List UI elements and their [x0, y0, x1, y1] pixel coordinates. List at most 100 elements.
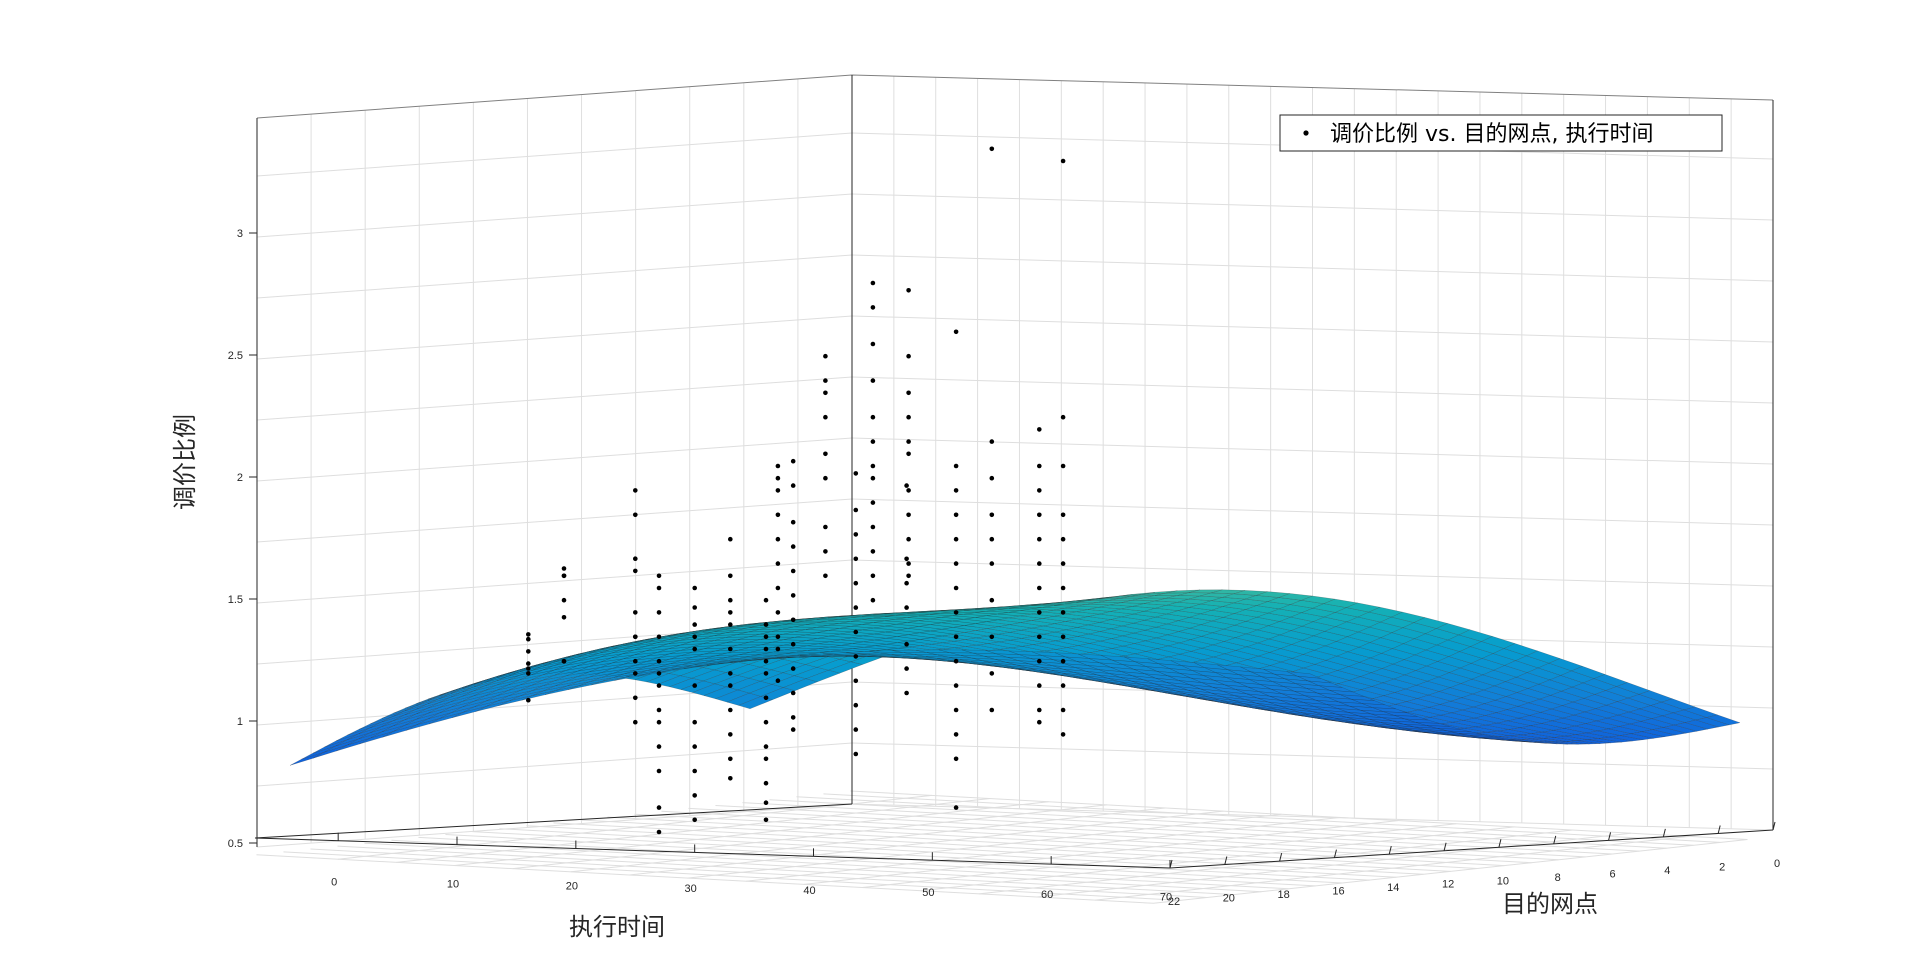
scatter-point — [1060, 658, 1066, 664]
scatter-point — [989, 597, 995, 603]
right-wall-grid-z — [851, 742, 1774, 770]
scatter-point — [823, 451, 828, 457]
right-wall-grid-z — [851, 376, 1774, 404]
legend-marker — [1303, 130, 1309, 136]
y-tick-label: 12 — [1442, 879, 1454, 891]
scatter-point — [656, 634, 662, 640]
scatter-point — [906, 512, 911, 518]
scatter-point — [823, 549, 828, 554]
scatter-point — [870, 549, 876, 554]
z-tick-label: 1 — [237, 716, 243, 728]
scatter-point — [656, 768, 662, 774]
scatter-point — [656, 805, 662, 810]
scatter-point — [790, 519, 796, 525]
x-tick-label: 50 — [922, 887, 934, 899]
scatter-point — [1060, 414, 1066, 420]
scatter-point — [953, 683, 959, 688]
scatter-point — [870, 597, 876, 603]
y-tick-label: 20 — [1223, 893, 1235, 905]
scatter-point — [526, 697, 531, 703]
legend-box — [1279, 114, 1723, 152]
scatter-point — [953, 756, 959, 762]
floor-grid-y — [607, 816, 1505, 867]
scatter-point — [763, 658, 769, 664]
scatter-point — [1060, 463, 1066, 469]
scatter-point — [1037, 488, 1042, 493]
scatter-point — [728, 671, 733, 676]
legend-entry-label: 调价比例 vs. 目的网点, 执行时间 — [1330, 122, 1653, 147]
scatter-point — [904, 556, 909, 562]
scatter-point — [790, 666, 796, 671]
scatter-point — [989, 439, 995, 444]
scatter-point — [728, 573, 733, 579]
scatter-point — [1037, 512, 1042, 518]
scatter-point — [853, 605, 859, 610]
scatter-point — [853, 678, 859, 684]
x-axis-label: 执行时间 — [569, 913, 665, 941]
scatter-point — [656, 719, 662, 725]
scatter-point — [853, 727, 859, 732]
scatter-point — [633, 634, 638, 640]
scatter-point — [633, 512, 638, 518]
scatter-point — [1037, 463, 1042, 469]
floor-grid-y — [283, 851, 1181, 901]
scatter-point — [656, 671, 662, 676]
scatter-point — [870, 463, 876, 469]
left-wall-grid-z — [256, 193, 853, 238]
scatter-point — [692, 683, 697, 688]
floor-grid-y — [418, 836, 1316, 887]
scatter-point — [989, 512, 995, 518]
scatter-point — [1060, 536, 1066, 542]
scatter-point — [728, 776, 733, 781]
y-tick-mark — [1443, 842, 1447, 851]
scatter-point — [870, 305, 876, 310]
right-wall-grid-z — [851, 559, 1774, 587]
y-tick-mark — [1772, 821, 1776, 831]
left-wall-grid-z — [256, 803, 853, 848]
scatter-point — [953, 463, 959, 469]
y-tick-label: 2 — [1719, 861, 1725, 873]
y-tick-mark — [1662, 828, 1666, 838]
scatter-point — [1037, 561, 1042, 566]
left-wall-grid-z — [256, 132, 853, 177]
axes-grid — [254, 74, 1774, 904]
scatter-point — [790, 617, 796, 623]
scatter-point — [870, 500, 876, 505]
scatter-point — [656, 829, 662, 835]
scatter-point — [561, 658, 567, 664]
z-axis-label: 调价比例 — [171, 414, 199, 510]
scatter-point — [561, 615, 567, 620]
y-tick-mark — [1608, 832, 1612, 841]
left-wall-grid-z — [256, 254, 853, 299]
scatter-point — [692, 646, 697, 652]
floor-grid-y — [823, 793, 1721, 843]
x-tick-label: 30 — [685, 883, 697, 895]
scatter-point — [728, 646, 733, 652]
scatter-point — [904, 605, 909, 610]
scatter-point — [656, 683, 662, 688]
fitted-surface — [289, 589, 1741, 766]
scatter-point — [1037, 634, 1042, 640]
scatter-point — [775, 585, 781, 591]
scatter-point — [656, 610, 662, 615]
scatter-point — [870, 573, 876, 579]
scatter-point — [692, 622, 697, 627]
scatter-point — [561, 597, 567, 603]
scatter-point — [633, 568, 638, 574]
y-tick-mark — [1388, 846, 1392, 855]
y-tick-label: 18 — [1278, 889, 1290, 901]
axis-ticks: 0.511.522.530 10 20 30 40 50 60 700246810121416… — [228, 228, 1780, 908]
scatter-point — [790, 641, 796, 647]
left-wall-grid-z — [256, 559, 853, 604]
scatter-point — [656, 573, 662, 579]
scatter-point — [1060, 634, 1066, 640]
right-wall-grid-z — [851, 437, 1774, 465]
floor-grid-y — [526, 825, 1424, 875]
scatter-point — [775, 610, 781, 615]
scatter-point — [989, 475, 995, 481]
y-tick-label: 6 — [1609, 868, 1615, 880]
scatter-point — [561, 573, 567, 579]
scatter-point — [853, 629, 859, 635]
scatter-point — [775, 634, 781, 640]
